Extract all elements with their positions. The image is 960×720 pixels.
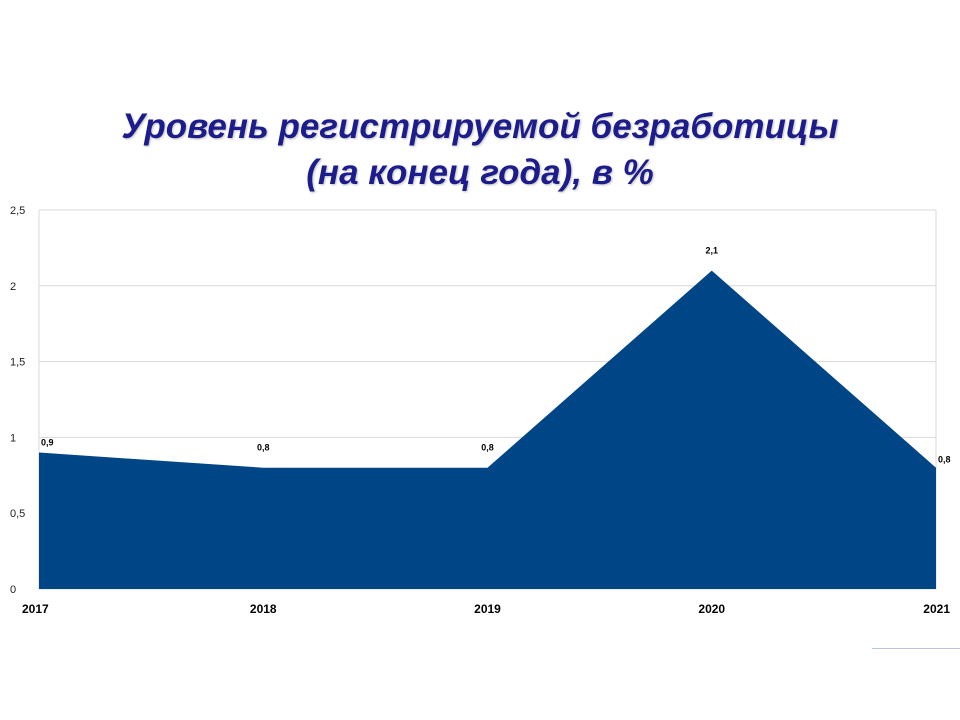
chart-title-line-1: Уровень регистрируемой безработицы <box>121 107 839 146</box>
area-series-fill <box>39 270 936 589</box>
x-tick-label: 2019 <box>474 602 501 616</box>
x-tick-label: 2020 <box>698 602 725 616</box>
y-tick-label: 0 <box>10 584 16 596</box>
series-area <box>38 270 937 589</box>
y-tick-label: 0,5 <box>10 508 25 520</box>
data-label: 0,8 <box>257 443 270 453</box>
data-label: 0,9 <box>41 438 54 448</box>
x-tick-label: 2017 <box>22 602 49 616</box>
y-tick-label: 2 <box>10 281 16 293</box>
y-axis-ticks: 0 0,5 1 1,5 2 2,5 <box>10 205 25 596</box>
chart-title-line-2: (на конец года), в % <box>306 153 654 192</box>
y-tick-label: 2,5 <box>10 205 25 217</box>
x-axis-ticks: 2017 2018 2019 2020 2021 <box>22 602 950 616</box>
y-tick-label: 1 <box>10 432 16 444</box>
chart-title: Уровень регистрируемой безработицы (на к… <box>0 104 960 196</box>
x-tick-label: 2021 <box>923 602 950 616</box>
data-label: 0,8 <box>481 443 494 453</box>
data-label: 0,8 <box>938 455 951 465</box>
y-tick-label: 1,5 <box>10 357 25 369</box>
x-tick-label: 2018 <box>250 602 277 616</box>
data-label: 2,1 <box>705 246 718 256</box>
data-labels: 0,9 0,8 0,8 2,1 0,8 <box>41 246 951 465</box>
decorative-line <box>872 648 960 649</box>
